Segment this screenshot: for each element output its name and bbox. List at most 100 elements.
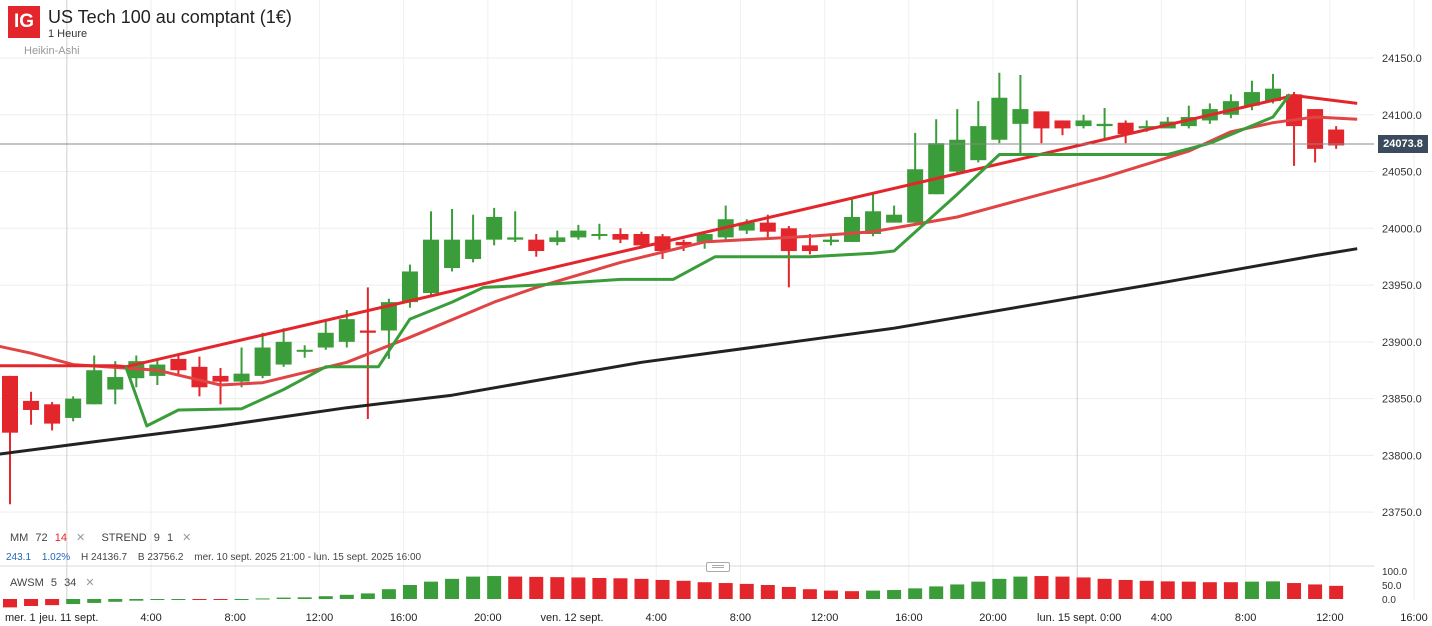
x-tick-label: 4:00 — [1151, 612, 1172, 624]
x-tick-label: ven. 12 sept. — [541, 612, 604, 624]
candle-body — [822, 239, 839, 242]
awesome-oscillator-pane: 100.0 50.0 0.0 — [3, 567, 1407, 608]
oscillator-bar — [508, 576, 523, 599]
mm-label[interactable]: MM — [10, 532, 29, 544]
candle-body — [970, 126, 987, 161]
oscillator-bar — [529, 576, 544, 599]
time-axis: mer. 1 jeu. 11 sept. 4:00 8:00 12:00 16:00 20:… — [5, 612, 1428, 624]
osc-tick-label: 100.0 — [1382, 567, 1407, 578]
interval-label[interactable]: 1 Heure — [48, 28, 88, 40]
x-tick-label: 16:00 — [390, 612, 418, 624]
candle-body — [1033, 111, 1050, 129]
oscillator-bar — [360, 593, 375, 599]
candle — [1286, 92, 1303, 166]
candle — [275, 328, 292, 367]
oscillator-bar — [550, 577, 565, 599]
strend-close-icon[interactable]: ✕ — [182, 532, 192, 544]
candle-body — [2, 375, 18, 433]
x-tick-label: lun. 15 sept. 0:00 — [1037, 612, 1121, 624]
candle-body — [696, 233, 713, 242]
oscillator-bar — [108, 599, 123, 602]
candle-body — [865, 211, 882, 234]
candle — [928, 119, 945, 195]
candle — [991, 72, 1008, 144]
oscillator-bar — [866, 590, 881, 599]
oscillator-bar — [424, 581, 438, 599]
x-tick-label: jeu. 11 sept. — [38, 612, 98, 624]
awsm-param-1: 5 — [50, 577, 57, 589]
candle-body — [23, 400, 40, 410]
stats-bar: 243.1 1.02% H 24136.7 B 23756.2 mer. 10 … — [6, 552, 429, 563]
candle-body — [1180, 117, 1197, 127]
oscillator-bar — [1055, 576, 1070, 599]
candle-body — [254, 347, 271, 376]
mm-param-1: 72 — [35, 532, 48, 544]
y-tick-label: 24050.0 — [1382, 167, 1422, 179]
y-tick-label: 24100.0 — [1382, 110, 1422, 122]
oscillator-legend: AWSM 5 34 ✕ — [10, 576, 99, 589]
oscillator-bar — [676, 580, 691, 599]
oscillator-bar — [887, 590, 902, 599]
strend-param-1: 9 — [153, 532, 160, 544]
oscillator-bar — [171, 599, 186, 600]
candle — [1096, 107, 1113, 139]
oscillator-bar — [1139, 580, 1154, 599]
osc-tick-label: 0.0 — [1382, 595, 1396, 606]
oscillator-bar — [697, 582, 712, 599]
candle-body — [170, 358, 187, 371]
candle — [654, 233, 671, 259]
mm-close-icon[interactable]: ✕ — [76, 532, 86, 544]
candle-body — [233, 373, 250, 382]
candle — [423, 211, 439, 297]
oscillator-bar — [908, 588, 923, 599]
candle — [65, 396, 82, 422]
oscillator-bar — [1076, 577, 1091, 599]
ig-logo: IG — [8, 6, 40, 38]
candle — [675, 239, 692, 252]
candle-body — [401, 271, 418, 303]
oscillator-bar — [487, 576, 502, 599]
candle-body — [1138, 126, 1155, 129]
x-tick-label: 12:00 — [306, 612, 334, 624]
candle-body — [780, 228, 797, 252]
oscillator-bar — [592, 578, 607, 599]
oscillator-bar — [802, 589, 817, 599]
x-tick-label: mer. 1 — [5, 612, 36, 624]
candle — [1054, 120, 1071, 136]
y-tick-label: 23800.0 — [1382, 450, 1422, 462]
oscillator-bar — [971, 581, 986, 599]
strend-label[interactable]: STREND — [101, 532, 147, 544]
candle-body — [296, 349, 313, 352]
candle — [44, 402, 61, 431]
oscillator-bar — [87, 599, 102, 603]
candle-body — [886, 214, 903, 223]
candle-body — [675, 241, 692, 246]
x-tick-label: 12:00 — [811, 612, 839, 624]
candle-body — [549, 237, 566, 242]
candle — [2, 375, 18, 505]
oscillator-bar — [1160, 581, 1175, 599]
candle-body — [1096, 123, 1113, 127]
candle-body — [65, 398, 82, 418]
oscillator-bar — [718, 583, 733, 599]
candle-body — [86, 370, 103, 405]
candle-body — [1307, 109, 1324, 149]
strend-param-2: 1 — [166, 532, 174, 544]
oscillator-bar — [129, 599, 144, 601]
pane-resize-handle[interactable] — [706, 562, 730, 572]
candle — [507, 211, 524, 242]
awsm-param-2: 34 — [64, 577, 77, 589]
x-tick-label: 20:00 — [979, 612, 1007, 624]
mm-param-2: 14 — [54, 532, 67, 544]
candle-body — [486, 216, 503, 240]
y-tick-label: 23950.0 — [1382, 280, 1422, 292]
candle — [1328, 126, 1345, 149]
candle — [254, 332, 271, 379]
candle-body — [212, 375, 229, 382]
last-price-tag: 24073.8 — [1378, 135, 1428, 153]
candle-body — [107, 377, 124, 390]
oscillator-bar — [381, 589, 396, 599]
awsm-close-icon[interactable]: ✕ — [85, 577, 95, 589]
awsm-label[interactable]: AWSM — [10, 577, 44, 589]
